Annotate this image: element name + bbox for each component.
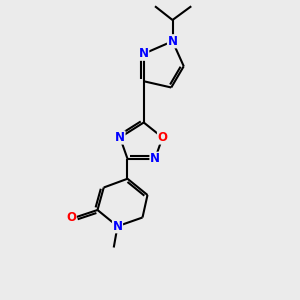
Text: O: O (66, 211, 76, 224)
Text: N: N (115, 131, 125, 144)
Text: N: N (112, 220, 122, 233)
Text: N: N (139, 47, 149, 60)
Text: N: N (150, 152, 160, 165)
Text: N: N (167, 35, 178, 48)
Text: O: O (158, 131, 167, 144)
